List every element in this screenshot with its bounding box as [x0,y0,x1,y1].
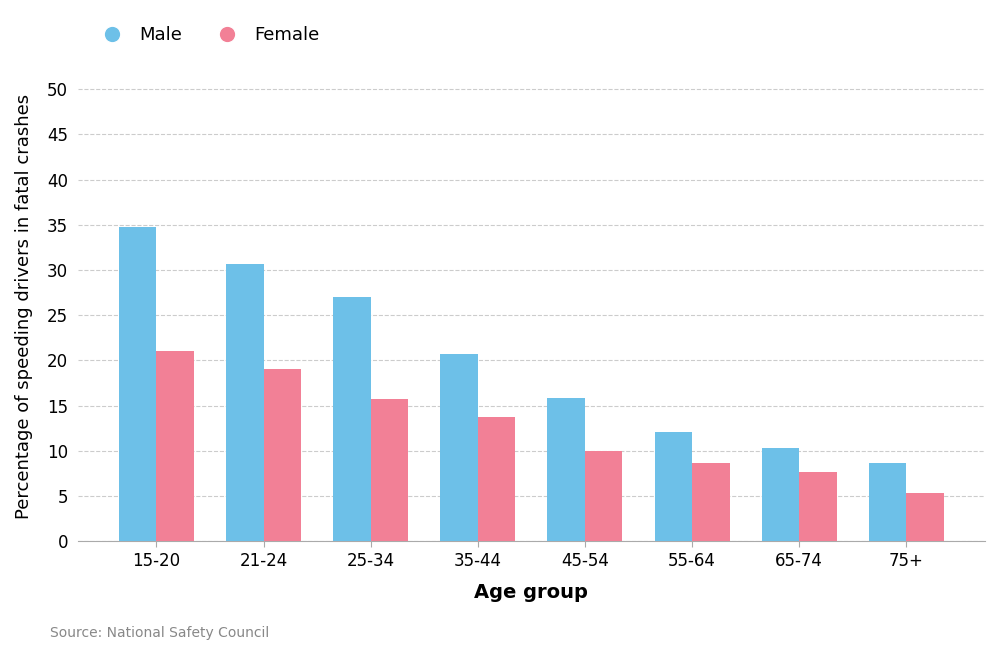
X-axis label: Age group: Age group [474,584,588,603]
Bar [762,448,799,541]
Bar [478,417,515,541]
Bar [906,493,944,541]
Bar [440,354,478,541]
Bar [264,369,301,541]
Y-axis label: Percentage of speeding drivers in fatal crashes: Percentage of speeding drivers in fatal … [15,94,33,519]
Bar [333,297,371,541]
Bar [119,227,156,541]
Text: Source: National Safety Council: Source: National Safety Council [50,626,269,640]
Bar [156,351,194,541]
Bar [371,399,408,541]
Bar [226,264,264,541]
Bar [692,463,730,541]
Bar [799,473,837,541]
Bar [585,451,622,541]
Legend: Male, Female: Male, Female [87,19,327,51]
Bar [655,432,692,541]
Bar [547,398,585,541]
Bar [869,463,906,541]
